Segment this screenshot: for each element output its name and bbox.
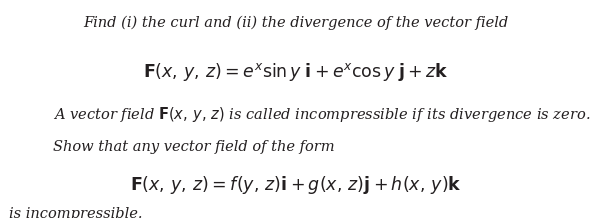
Text: is incompressible.: is incompressible. [9,207,142,218]
Text: $\mathbf{F}(x,\, y,\, z) = f(y,\, z)\mathbf{i} + g(x,\, z)\mathbf{j} + h(x,\, y): $\mathbf{F}(x,\, y,\, z) = f(y,\, z)\mat… [129,174,462,196]
Text: Find (i) the curl and (ii) the divergence of the vector field: Find (i) the curl and (ii) the divergenc… [83,15,508,30]
Text: A vector field $\mathbf{F}(x,\, y,\, z)$ is called incompressible if its diverge: A vector field $\mathbf{F}(x,\, y,\, z)$… [53,105,590,124]
Text: $\mathbf{F}(x,\, y,\, z) = e^x \sin y\; \mathbf{i} + e^x \cos y\; \mathbf{j} + z: $\mathbf{F}(x,\, y,\, z) = e^x \sin y\; … [142,61,449,83]
Text: Show that any vector field of the form: Show that any vector field of the form [53,140,335,153]
